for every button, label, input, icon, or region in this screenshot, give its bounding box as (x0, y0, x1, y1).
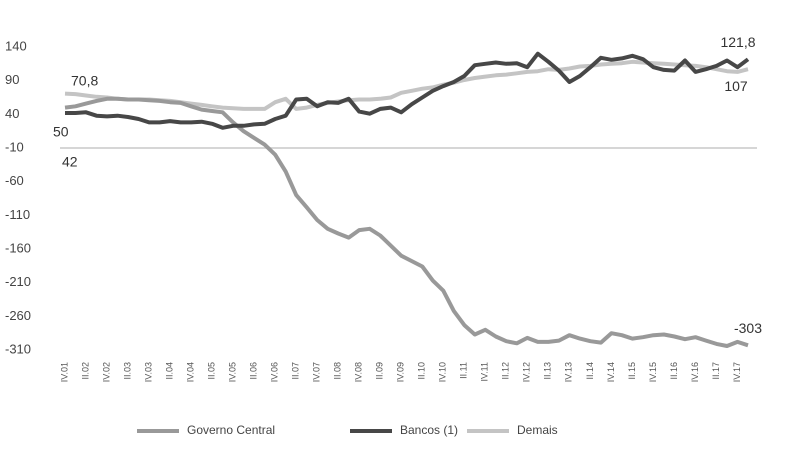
value-label: -303 (734, 320, 762, 336)
x-tick-label: II.05 (206, 362, 216, 380)
series-line (65, 51, 750, 130)
x-tick-label: II.10 (417, 362, 427, 380)
y-tick-label: -60 (5, 173, 24, 188)
y-tick-label: 140 (5, 38, 27, 53)
x-tick-label: II.03 (122, 362, 132, 380)
x-tick-label: II.16 (669, 362, 679, 380)
legend-label: Bancos (1) (400, 423, 458, 437)
x-tick-label: IV.07 (312, 362, 322, 382)
x-tick-label: IV.06 (270, 362, 280, 382)
x-tick-label: IV.14 (606, 362, 616, 382)
x-tick-label: IV.01 (59, 362, 69, 382)
value-label: 121,8 (720, 34, 755, 50)
x-tick-label: II.17 (711, 362, 721, 380)
y-tick-label: -10 (5, 139, 24, 154)
x-tick-label: II.15 (627, 362, 637, 380)
x-tick-label: II.08 (333, 362, 343, 380)
x-tick-label: II.04 (164, 362, 174, 380)
x-tick-label: IV.05 (227, 362, 237, 382)
y-tick-label: -160 (5, 240, 31, 255)
y-tick-label: -210 (5, 274, 31, 289)
x-tick-label: II.14 (585, 362, 595, 380)
x-tick-label: II.12 (501, 362, 511, 380)
y-tick-label: -310 (5, 341, 31, 356)
x-tick-label: IV.08 (354, 362, 364, 382)
x-tick-label: IV.15 (648, 362, 658, 382)
x-tick-label: II.11 (459, 362, 469, 379)
x-tick-label: IV.03 (143, 362, 153, 382)
x-tick-label: IV.02 (101, 362, 111, 382)
x-tick-label: IV.12 (522, 362, 532, 382)
x-tick-label: II.02 (80, 362, 90, 380)
x-tick-label: II.07 (291, 362, 301, 380)
x-tick-label: IV.04 (185, 362, 195, 382)
x-tick-label: IV.16 (690, 362, 700, 382)
value-label: 70,8 (71, 72, 98, 88)
y-tick-label: 90 (5, 72, 19, 87)
x-tick-label: IV.10 (438, 362, 448, 382)
x-tick-label: IV.11 (480, 362, 490, 382)
x-tick-label: IV.13 (564, 362, 574, 382)
value-label: 42 (62, 154, 78, 170)
y-tick-label: -260 (5, 308, 31, 323)
x-tick-label: II.13 (543, 362, 553, 380)
y-tick-label: 40 (5, 106, 19, 121)
x-tick-label: IV.09 (396, 362, 406, 382)
x-tick-label: IV.17 (732, 362, 742, 382)
legend-label: Governo Central (187, 423, 275, 437)
value-label: 107 (724, 78, 748, 94)
series-line (64, 96, 749, 348)
value-label: 50 (53, 123, 69, 139)
x-tick-label: II.06 (249, 362, 259, 380)
x-tick-label: II.09 (375, 362, 385, 380)
y-tick-label: -110 (5, 207, 30, 222)
legend-label: Demais (517, 423, 558, 437)
